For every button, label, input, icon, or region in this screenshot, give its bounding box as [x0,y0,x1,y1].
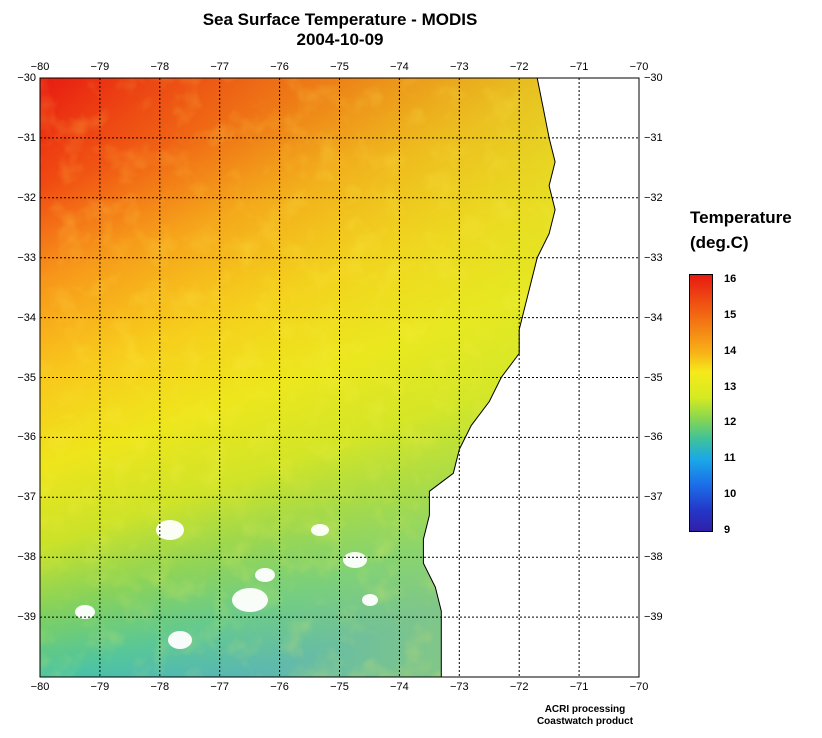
lon-tick-label-bottom: −75 [330,681,349,693]
lon-tick-label-bottom: −74 [390,681,409,693]
cloud-mask [232,588,268,612]
lon-tick-label-bottom: −76 [270,681,289,693]
cloud-mask [362,594,378,606]
lat-tick-label-left: −30 [17,72,36,84]
map-title: Sea Surface Temperature - MODIS [202,10,478,29]
colorbar-tick-label: 12 [724,416,737,429]
lat-tick-label-left: −38 [17,551,36,564]
lon-tick-label-bottom: −80 [30,681,50,693]
lat-tick-label-right: −31 [644,131,663,144]
lat-tick-label-right: −33 [644,251,663,264]
lat-tick-label-right: −37 [644,491,663,504]
lon-tick-label-top: −70 [629,61,649,73]
cloud-mask [168,631,192,649]
lat-tick-label-left: −36 [17,431,36,444]
cloud-mask [255,568,275,582]
colorbar-tick-label: 16 [724,273,737,285]
lon-tick-label-bottom: −71 [569,681,589,693]
lat-tick-label-left: −33 [17,251,36,264]
colorbar-tick-label: 9 [724,524,731,536]
lat-tick-label-right: −35 [644,371,663,384]
lon-tick-label-top: −77 [210,61,230,73]
lon-tick-label-bottom: −78 [150,681,170,693]
colorbar-tick-label: 11 [724,452,736,465]
lat-tick-label-right: −36 [644,431,663,444]
lon-tick-label-bottom: −73 [449,681,469,693]
map-date: 2004-10-09 [296,30,384,49]
map-frame [39,77,640,678]
lon-tick-label-bottom: −77 [210,681,230,693]
lat-tick-label-left: −35 [17,371,36,384]
lon-tick-label-top: −79 [90,61,110,73]
lat-tick-label-left: −34 [17,311,36,324]
lat-tick-label-left: −31 [17,131,36,144]
lat-tick-label-left: −32 [17,191,36,204]
colorbar-tick-label: 15 [724,308,737,321]
lat-tick-label-left: −39 [17,611,36,624]
lat-tick-label-right: −38 [644,551,663,564]
cloud-mask [311,524,329,536]
lon-tick-label-bottom: −79 [90,681,110,693]
lon-tick-label-bottom: −72 [509,681,529,693]
lon-tick-label-top: −72 [509,61,529,73]
lat-tick-label-left: −37 [17,491,36,504]
legend-unit: (deg.C) [690,233,749,252]
lon-tick-label-top: −76 [270,61,289,73]
credit-processing: ACRI processing [544,704,626,715]
coastline [422,77,556,677]
lat-tick-label-right: −34 [644,311,663,324]
temperature-colorbar [689,274,713,532]
lon-tick-label-top: −80 [30,61,50,73]
lon-tick-label-top: −74 [390,61,409,73]
lat-tick-label-right: −30 [644,72,663,84]
colorbar-tick-label: 10 [724,488,737,501]
lat-tick-label-right: −32 [644,191,663,204]
lon-tick-label-top: −71 [569,61,589,73]
credit-product: Coastwatch product [536,716,634,727]
lon-tick-label-top: −78 [150,61,170,73]
cloud-mask [75,605,95,619]
legend-title: Temperature [690,208,792,227]
cloud-mask [343,552,367,568]
colorbar-tick-label: 13 [724,380,737,393]
lon-tick-label-top: −75 [330,61,349,73]
lon-tick-label-bottom: −70 [629,681,649,693]
lon-tick-label-top: −73 [449,61,469,73]
cloud-mask [156,520,184,540]
colorbar-tick-label: 14 [724,344,737,357]
lat-tick-label-right: −39 [644,611,663,624]
